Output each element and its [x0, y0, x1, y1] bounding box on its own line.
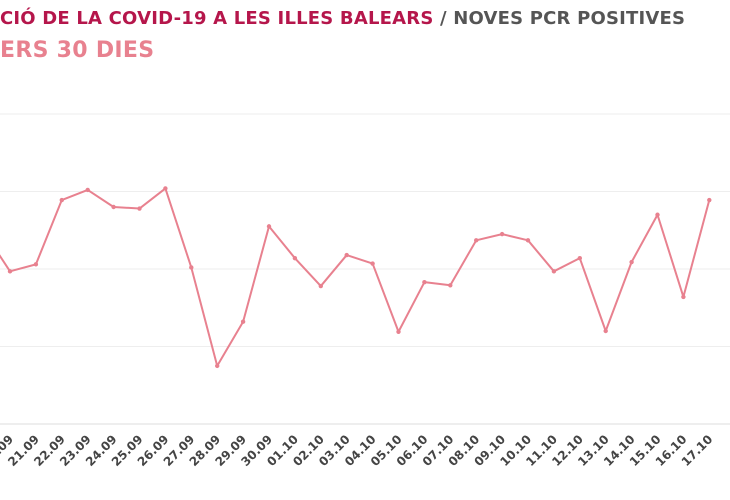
- data-point-12.10[interactable]: [577, 255, 582, 261]
- gridlines: [0, 113, 730, 425]
- data-point-09.10[interactable]: [499, 231, 505, 237]
- series-line: [0, 187, 711, 367]
- data-point-06.10[interactable]: [422, 279, 427, 285]
- data-point-04.10[interactable]: [370, 261, 375, 266]
- data-point-02.10[interactable]: [318, 283, 323, 289]
- data-point-05.10[interactable]: [396, 329, 401, 334]
- data-point-10.10[interactable]: [525, 238, 531, 243]
- data-point-27.09[interactable]: [189, 265, 194, 270]
- data-point-28.09[interactable]: [215, 363, 220, 369]
- data-point-08.10[interactable]: [474, 238, 479, 243]
- data-point-07.10[interactable]: [448, 283, 453, 288]
- data-point-01.10[interactable]: [292, 255, 298, 261]
- data-point-13.10[interactable]: [603, 328, 608, 334]
- data-point-25.09[interactable]: [137, 206, 142, 211]
- x-axis-ticks: 20.0921.0922.0923.0924.0925.0926.0927.09…: [0, 432, 715, 469]
- data-point-21.09[interactable]: [33, 262, 39, 267]
- data-point-16.10[interactable]: [681, 294, 686, 300]
- data-point-29.09[interactable]: [240, 319, 246, 324]
- data-point-15.10[interactable]: [655, 212, 660, 217]
- data-point-14.10[interactable]: [629, 259, 634, 265]
- data-point-17.10[interactable]: [707, 197, 712, 203]
- chart-title: CIÓ DE LA COVID-19 A LES ILLES BALEARS /…: [0, 8, 685, 29]
- data-point-03.10[interactable]: [344, 252, 349, 258]
- data-point-22.09[interactable]: [59, 197, 64, 203]
- data-points: [7, 186, 712, 369]
- data-point-11.10[interactable]: [551, 269, 557, 274]
- data-point-26.09[interactable]: [163, 186, 168, 191]
- data-point-30.09[interactable]: [266, 224, 272, 229]
- chart-title-separator: /: [433, 8, 454, 29]
- chart-title-main: CIÓ DE LA COVID-19 A LES ILLES BALEARS: [0, 8, 434, 29]
- series-line-group: [0, 187, 711, 367]
- data-point-23.09[interactable]: [85, 187, 90, 193]
- data-point-20.09[interactable]: [7, 269, 13, 274]
- data-point-24.09[interactable]: [111, 204, 116, 210]
- chart-title-metric: NOVES PCR POSITIVES: [453, 8, 686, 29]
- chart-subtitle: ERS 30 DIES: [0, 38, 155, 63]
